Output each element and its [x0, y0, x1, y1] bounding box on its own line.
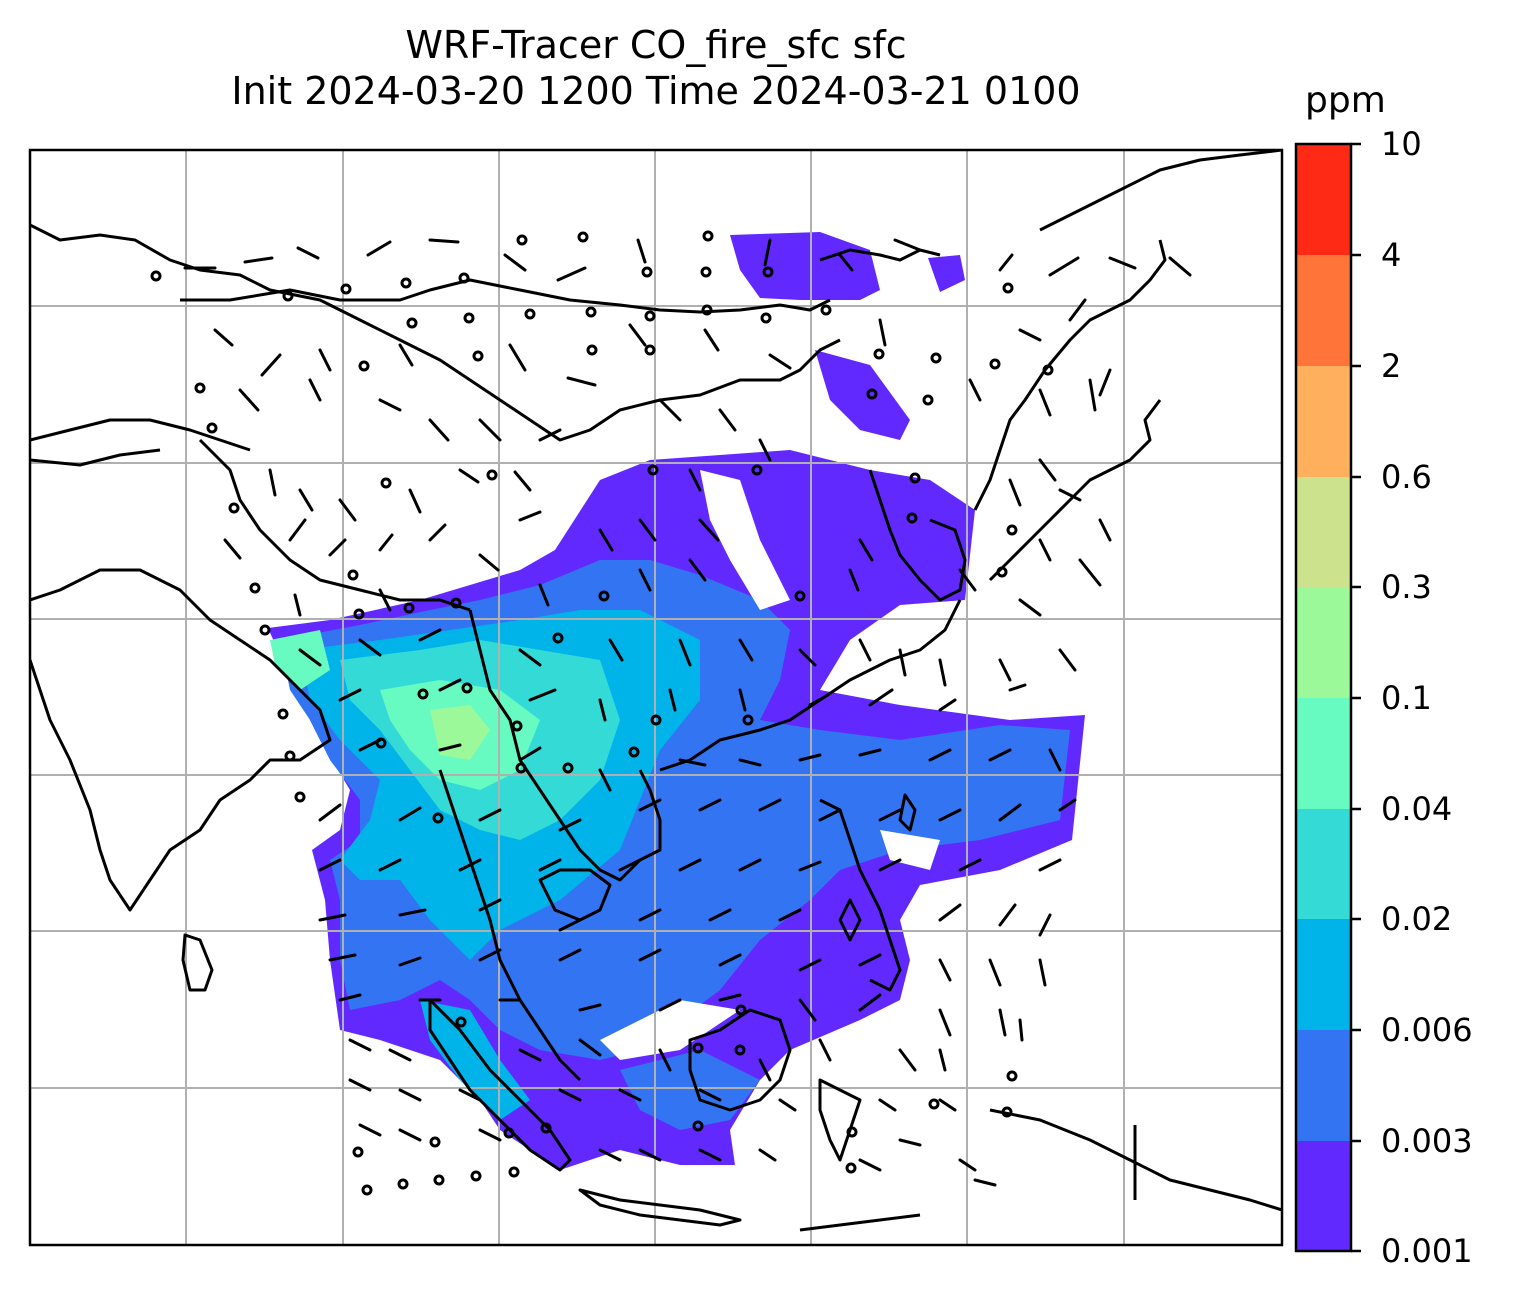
tracer-patch-north [730, 232, 880, 300]
colorbar-tick-label: 0.006 [1381, 1011, 1473, 1049]
colorbar-tick-label: 0.003 [1381, 1122, 1473, 1160]
tracer-gap-2 [880, 830, 940, 870]
colorbar-segment-2 [1296, 919, 1351, 1030]
colorbar-tick-label: 0.1 [1381, 679, 1432, 717]
colorbar-tick-label: 0.02 [1381, 900, 1453, 938]
title-line-1: WRF-Tracer CO_fire_sfc sfc [405, 23, 907, 67]
colorbar-segment-7 [1296, 366, 1351, 477]
colorbar-tick-label: 0.001 [1381, 1232, 1473, 1270]
map-title: WRF-Tracer CO_fire_sfc sfc Init 2024-03-… [30, 22, 1282, 114]
coastlines [30, 150, 1282, 1232]
tracer-band-0006-south [420, 1000, 530, 1120]
colorbar [1294, 142, 1361, 1253]
calm-wind-markers [150, 230, 1054, 1196]
colorbar-tick-label: 2 [1381, 347, 1402, 385]
title-line-2: Init 2024-03-20 1200 Time 2024-03-21 010… [231, 69, 1081, 113]
tracer-patch-ne [928, 255, 965, 292]
tracer-band-01 [430, 705, 490, 760]
wind-barbs [183, 238, 1192, 1187]
colorbar-tick-label: 0.6 [1381, 458, 1432, 496]
colorbar-tick-label: 10 [1381, 125, 1422, 163]
tracer-gap-3 [600, 1000, 740, 1060]
colorbar-segment-4 [1296, 698, 1351, 809]
gridlines [30, 150, 1282, 1245]
colorbar-segment-8 [1296, 255, 1351, 366]
tracer-patch-manchuria [815, 350, 910, 440]
colorbar-tick-label: 4 [1381, 236, 1402, 274]
colorbar-tick-label: 0.04 [1381, 790, 1453, 828]
colorbar-tick-label: 0.3 [1381, 568, 1432, 606]
colorbar-segment-6 [1296, 477, 1351, 587]
colorbar-unit-label: ppm [1305, 80, 1386, 121]
colorbar-segment-1 [1296, 1030, 1351, 1141]
colorbar-segment-0 [1296, 1141, 1351, 1251]
tracer-gap-1 [700, 470, 790, 610]
colorbar-segment-3 [1296, 809, 1351, 919]
colorbar-ticks [1351, 142, 1361, 1253]
colorbar-segment-5 [1296, 587, 1351, 698]
tracer-field [268, 232, 1085, 1170]
colorbar-segment-9 [1296, 144, 1351, 255]
map-frame [28, 148, 1284, 1247]
